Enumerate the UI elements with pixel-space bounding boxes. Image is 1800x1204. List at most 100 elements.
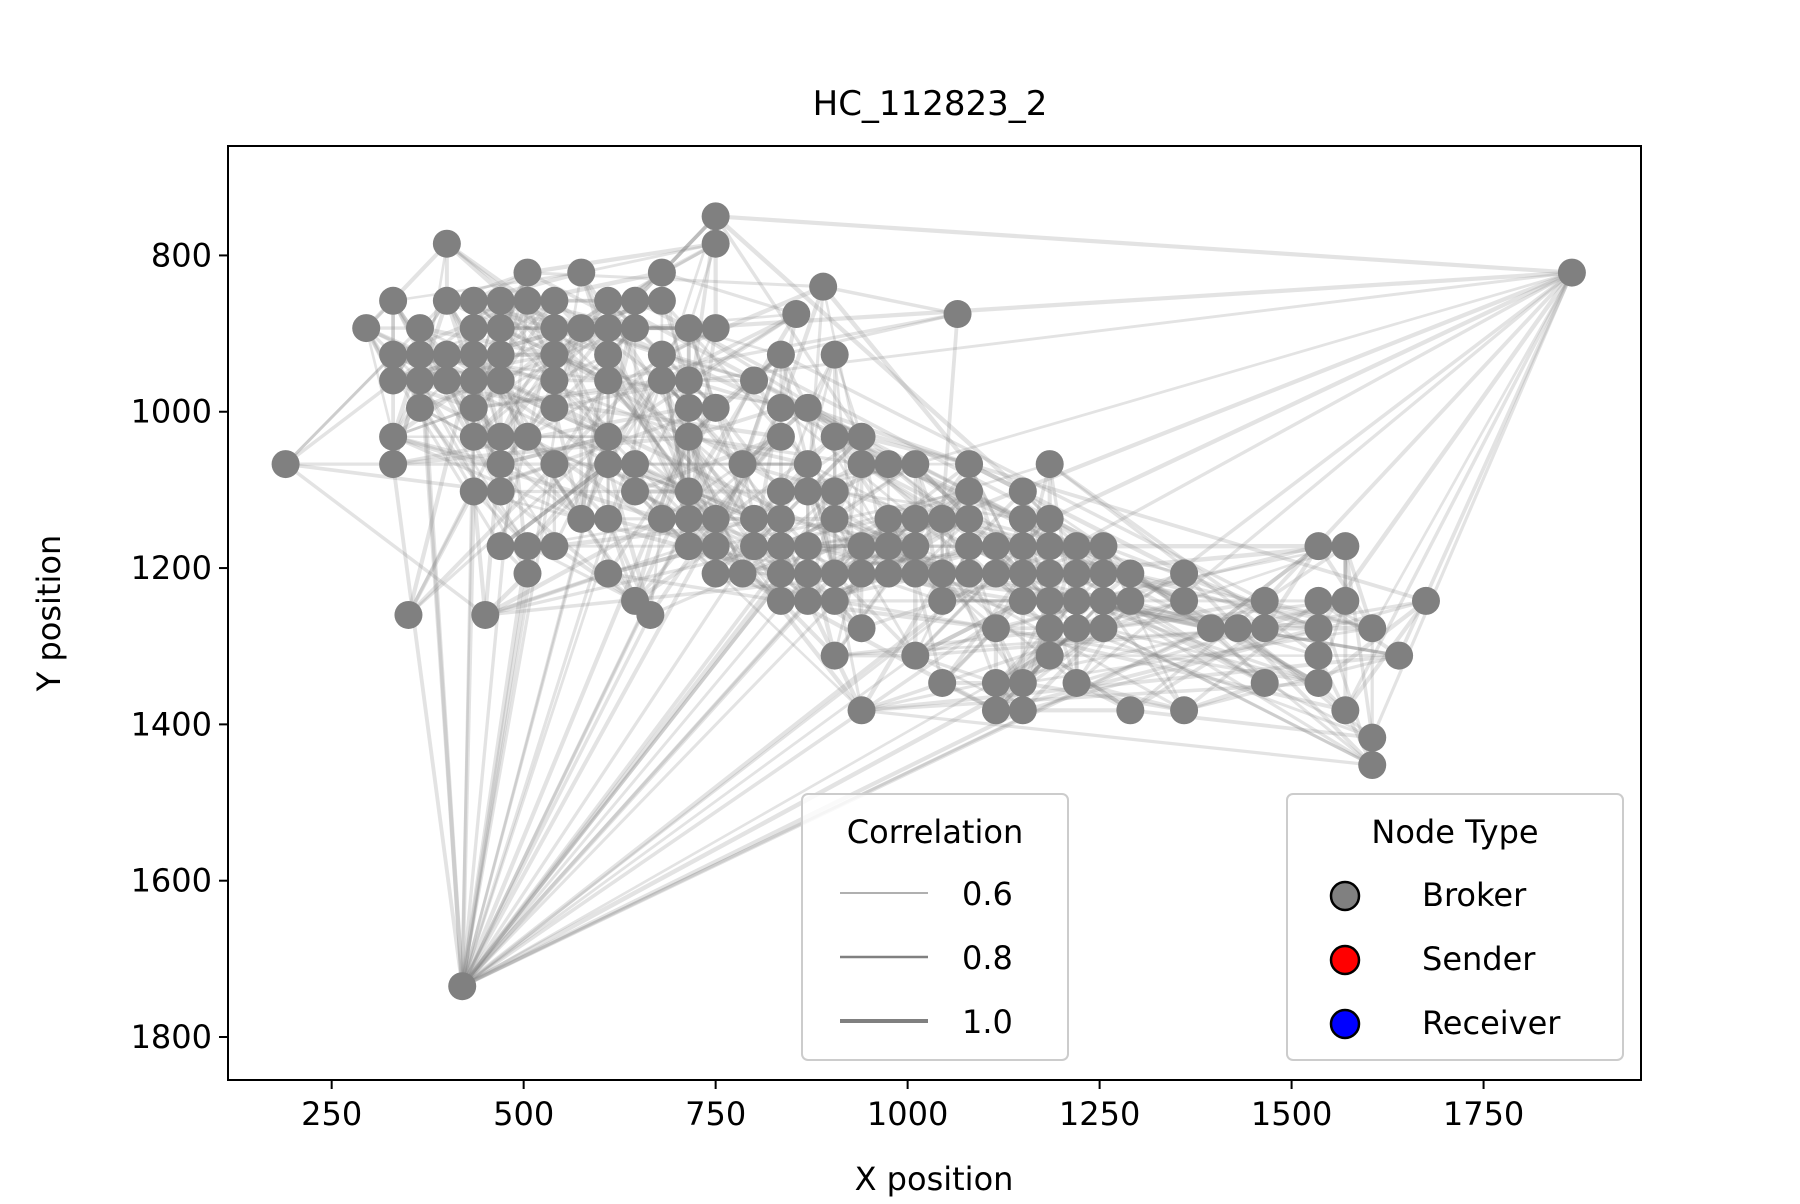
node-point — [874, 450, 903, 479]
edge-line — [968, 462, 1186, 576]
node-point — [1170, 586, 1199, 615]
node-point — [448, 972, 477, 1001]
node-point — [1089, 532, 1118, 561]
edge-line — [392, 298, 663, 383]
node-point — [1035, 586, 1064, 615]
node-point — [793, 532, 822, 561]
node-point — [432, 366, 461, 395]
node-point — [567, 504, 596, 533]
node-point — [486, 314, 515, 343]
node-point — [1304, 532, 1333, 561]
node-point — [766, 477, 795, 506]
edge-line — [1048, 573, 1078, 657]
edge-line — [445, 242, 556, 330]
edge-line — [446, 379, 755, 521]
edge-line — [461, 708, 1024, 989]
node-point — [1062, 668, 1091, 697]
node-point — [766, 586, 795, 615]
edge-line — [687, 312, 798, 382]
node-point — [701, 504, 730, 533]
node-point — [1331, 696, 1360, 725]
edge-line — [887, 544, 970, 576]
edge-line — [1048, 518, 1078, 602]
edge-line — [391, 463, 465, 987]
edge-line — [834, 490, 1024, 521]
edge-line — [913, 572, 998, 657]
edge-line — [1129, 599, 1266, 685]
node-point — [1008, 477, 1037, 506]
edge-line — [460, 406, 783, 988]
edge-line — [1103, 599, 1346, 630]
edge-line — [807, 572, 889, 603]
edge-line — [778, 285, 826, 409]
edge-line — [780, 544, 863, 575]
edge-line — [461, 572, 809, 988]
edge-line — [1048, 270, 1573, 521]
edge-line — [1103, 626, 1319, 685]
x-tick-label: 1750 — [1443, 1095, 1524, 1133]
edge-line — [861, 708, 1373, 767]
edge-line — [552, 354, 637, 602]
edge-line — [499, 353, 556, 438]
edge-line — [1262, 544, 1321, 630]
edge-line — [861, 572, 943, 603]
node-point — [847, 450, 876, 479]
edge-line — [967, 463, 998, 547]
edge-line — [392, 298, 663, 383]
edge-line — [500, 435, 755, 521]
node-point — [621, 314, 650, 343]
edge-line — [994, 599, 1132, 685]
edge-line — [485, 571, 889, 617]
edge-line — [1371, 271, 1574, 629]
edge-line — [1102, 599, 1186, 712]
node-point — [674, 504, 703, 533]
edge-line — [553, 326, 637, 410]
edge-line — [741, 490, 836, 575]
edge-line — [1075, 544, 1320, 685]
edge-line — [1076, 599, 1319, 685]
legend-receiver-marker — [1329, 1008, 1361, 1040]
edge-line — [392, 406, 475, 439]
edge-line — [446, 271, 528, 303]
node-point — [621, 477, 650, 506]
edge-line — [419, 325, 555, 357]
node-point — [513, 559, 542, 588]
node-point — [981, 696, 1010, 725]
node-point — [594, 366, 623, 395]
node-point — [486, 477, 515, 506]
node-point — [405, 314, 434, 343]
edge-line — [686, 436, 718, 520]
edge-line — [633, 544, 717, 603]
edge-line — [392, 435, 582, 521]
edge-line — [499, 462, 610, 548]
edge-line — [1102, 544, 1320, 630]
node-point — [352, 314, 381, 343]
node-point — [820, 641, 849, 670]
x-tick-label: 1500 — [1251, 1095, 1332, 1133]
edge-line — [579, 271, 691, 520]
y-tick-label: 1200 — [131, 549, 212, 587]
node-point — [594, 314, 623, 343]
x-tick-label: 750 — [685, 1095, 746, 1133]
edge-line — [499, 462, 610, 548]
node-point — [793, 586, 822, 615]
edge-line — [460, 573, 530, 987]
edge-line — [527, 241, 716, 275]
node-point — [594, 422, 623, 451]
node-point — [728, 450, 757, 479]
edge-line — [406, 354, 476, 616]
node-point — [955, 477, 984, 506]
legend-correlation-box — [801, 793, 1069, 1061]
node-point — [647, 286, 676, 315]
edge-line — [460, 545, 810, 988]
node-point — [955, 532, 984, 561]
node-point — [1035, 641, 1064, 670]
node-point — [1196, 614, 1225, 643]
edge-line — [1343, 545, 1374, 738]
node-point — [271, 450, 300, 479]
legend-sender-marker — [1329, 944, 1361, 976]
node-point — [394, 600, 423, 629]
edge-line — [418, 379, 529, 547]
edge-line — [499, 299, 556, 382]
